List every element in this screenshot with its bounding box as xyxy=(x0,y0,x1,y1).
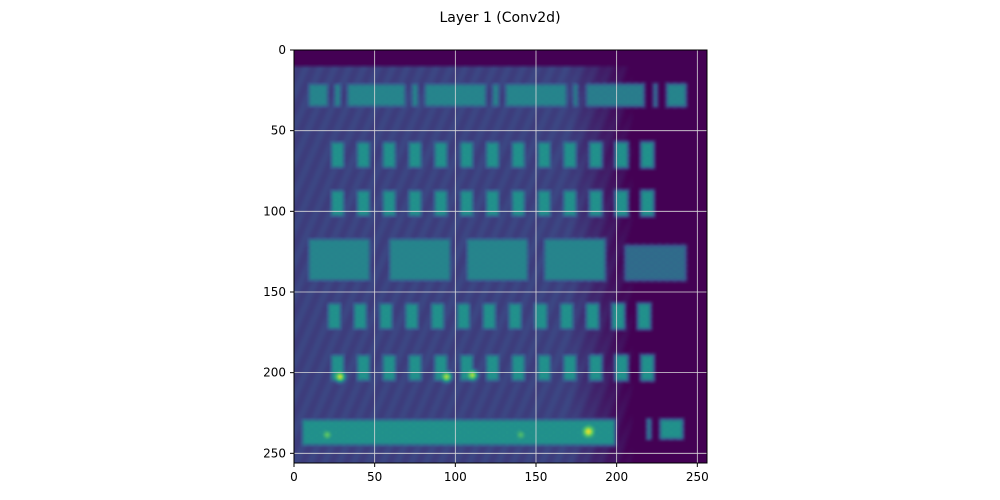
y-tick-label: 50 xyxy=(271,124,286,138)
x-tick-label: 200 xyxy=(605,470,628,484)
x-tick-label: 250 xyxy=(686,470,709,484)
x-tick-label: 0 xyxy=(290,470,298,484)
x-axis: 0 50 100 150 200 250 xyxy=(290,463,709,484)
chart-title: Layer 1 (Conv2d) xyxy=(439,10,560,26)
grid-lines xyxy=(293,49,707,463)
y-axis: 0 50 100 150 200 250 xyxy=(263,43,294,460)
y-tick-label: 150 xyxy=(263,285,286,299)
y-tick-label: 200 xyxy=(263,366,286,380)
x-tick-label: 50 xyxy=(367,470,382,484)
x-tick-label: 150 xyxy=(525,470,548,484)
y-tick-label: 0 xyxy=(278,43,286,57)
y-tick-label: 250 xyxy=(263,446,286,460)
axes-frame xyxy=(293,49,708,464)
x-tick-label: 100 xyxy=(444,470,467,484)
plot-area xyxy=(294,50,707,463)
heatmap-image xyxy=(294,50,707,463)
y-tick-label: 100 xyxy=(263,204,286,218)
